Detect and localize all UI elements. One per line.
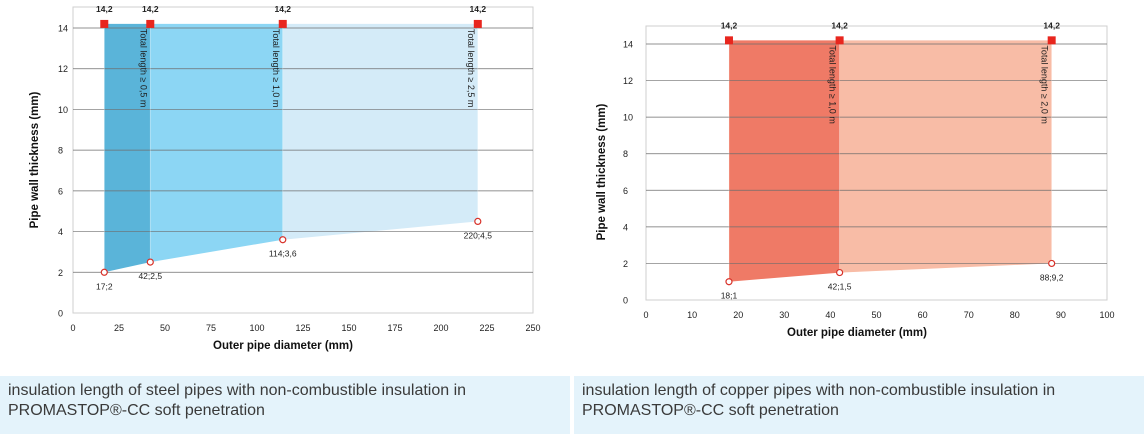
copper-chart-caption: insulation length of copper pipes with n…: [574, 376, 1144, 434]
x-axis-title: Outer pipe diameter (mm): [787, 327, 927, 339]
copper-pipe-chart: 0 2 4 6 8 10 12 14 0 10 20 30 40 50 60 70 80 90 100 Total l…: [572, 0, 1144, 375]
x-tick-label: 50: [871, 310, 881, 320]
data-point-label: 42;2,5: [138, 271, 162, 281]
max-thickness-marker-3: [278, 19, 287, 28]
x-tick-label: 0: [70, 323, 75, 333]
max-thickness-label: 14,2: [142, 4, 159, 14]
data-point-label: 220;4,5: [464, 230, 493, 240]
y-tick-label: 14: [58, 24, 68, 34]
x-tick-label: 50: [160, 323, 170, 333]
x-tick-label: 25: [114, 323, 124, 333]
y-axis-title: Pipe wall thickness (mm): [596, 103, 608, 240]
data-point-1: [100, 268, 108, 276]
x-tick-label: 80: [1010, 310, 1020, 320]
x-tick-label: 60: [918, 310, 928, 320]
max-thickness-label: 14,2: [274, 4, 291, 14]
x-tick-label: 250: [525, 323, 540, 333]
data-point-label: 18;1: [721, 291, 738, 301]
y-axis-title: Pipe wall thickness (mm): [29, 91, 41, 228]
max-thickness-marker-1: [724, 36, 733, 45]
max-thickness-marker-2: [835, 36, 844, 45]
data-point-3: [1048, 259, 1056, 268]
copper-pipe-chart-svg: 0 2 4 6 8 10 12 14 0 10 20 30 40 50 60 70 80 90 100 Total l…: [596, 20, 1115, 339]
y-tick-label: 0: [623, 296, 628, 306]
steel-pipe-chart: 0 2 4 6 8 10 12 14 0 25 50 75 100 125 150 175 200 225 250 T…: [0, 0, 572, 375]
y-tick-label: 14: [623, 40, 633, 50]
y-tick-label: 6: [58, 186, 63, 196]
region-2-area: [839, 40, 1052, 273]
x-tick-label: 40: [825, 310, 835, 320]
region-1-area: [104, 23, 151, 273]
y-tick-label: 10: [623, 113, 633, 123]
region-1-area: [728, 40, 840, 282]
x-tick-label: 200: [433, 323, 448, 333]
max-thickness-label: 14,2: [1043, 20, 1060, 30]
x-tick-label: 125: [295, 323, 310, 333]
data-point-label: 17;2: [96, 281, 113, 291]
y-tick-label: 4: [623, 222, 628, 232]
max-thickness-marker-1: [100, 19, 109, 28]
max-thickness-label: 14,2: [96, 4, 113, 14]
x-tick-label: 0: [643, 310, 648, 320]
x-tick-label: 90: [1056, 310, 1066, 320]
y-tick-label: 6: [623, 186, 628, 196]
data-point-4: [474, 217, 482, 225]
region-2-area: [150, 23, 283, 263]
max-thickness-marker-3: [1047, 36, 1056, 45]
max-thickness-marker-4: [473, 19, 482, 28]
max-thickness-label: 14,2: [721, 20, 738, 30]
x-tick-label: 10: [687, 310, 697, 320]
steel-pipe-chart-svg: 0 2 4 6 8 10 12 14 0 25 50 75 100 125 150 175 200 225 250 T…: [29, 4, 541, 352]
y-tick-label: 12: [623, 76, 633, 86]
y-tick-label: 8: [58, 146, 63, 156]
x-tick-label: 75: [206, 323, 216, 333]
data-point-2: [836, 268, 844, 277]
max-thickness-label: 14,2: [831, 20, 848, 30]
x-tick-label: 20: [733, 310, 743, 320]
y-tick-label: 12: [58, 64, 68, 74]
max-thickness-marker-2: [146, 19, 155, 28]
data-point-label: 42;1,5: [828, 282, 852, 292]
x-tick-label: 100: [1099, 310, 1114, 320]
data-point-3: [279, 236, 287, 244]
data-point-label: 114;3,6: [269, 249, 297, 259]
y-tick-label: 0: [58, 309, 63, 319]
region-2-annotation: Total length ≥ 2,0 m: [1040, 45, 1050, 123]
x-axis-title: Outer pipe diameter (mm): [213, 340, 353, 352]
x-tick-label: 100: [249, 323, 264, 333]
x-tick-label: 30: [779, 310, 789, 320]
steel-chart-caption: insulation length of steel pipes with no…: [0, 376, 570, 434]
region-3-area: [282, 23, 478, 240]
region-1-annotation: Total length ≥ 0,5 m: [138, 29, 148, 107]
x-tick-label: 70: [964, 310, 974, 320]
region-2-annotation: Total length ≥ 1,0 m: [271, 29, 281, 107]
y-tick-label: 10: [58, 105, 68, 115]
x-tick-label: 150: [341, 323, 356, 333]
y-tick-label: 4: [58, 227, 63, 237]
region-3-annotation: Total length ≥ 2,5 m: [466, 29, 476, 107]
data-point-label: 88;9,2: [1040, 272, 1064, 282]
y-tick-label: 2: [623, 259, 628, 269]
y-tick-label: 8: [623, 149, 628, 159]
data-point-2: [146, 258, 154, 266]
region-1-annotation: Total length ≥ 1,0 m: [828, 45, 838, 123]
y-tick-label: 2: [58, 268, 63, 278]
x-tick-label: 175: [387, 323, 402, 333]
max-thickness-label: 14,2: [470, 4, 487, 14]
x-tick-label: 225: [479, 323, 494, 333]
data-point-1: [725, 278, 733, 286]
